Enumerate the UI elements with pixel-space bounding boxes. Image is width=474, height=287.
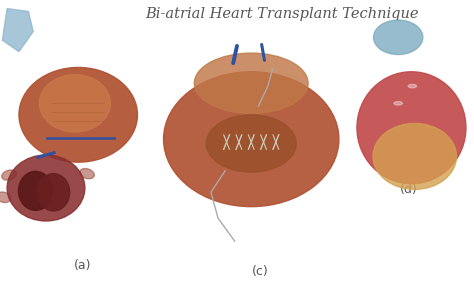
Ellipse shape: [0, 192, 10, 203]
Ellipse shape: [2, 170, 16, 180]
Ellipse shape: [80, 168, 94, 179]
Text: (d): (d): [400, 183, 418, 196]
Ellipse shape: [39, 75, 110, 132]
Ellipse shape: [394, 102, 402, 105]
Text: (a): (a): [74, 259, 91, 272]
Ellipse shape: [194, 53, 308, 113]
Text: Bi-atrial Heart Transplant Technique: Bi-atrial Heart Transplant Technique: [145, 7, 419, 21]
Ellipse shape: [357, 72, 466, 184]
Ellipse shape: [18, 171, 53, 210]
Text: (b): (b): [37, 179, 55, 192]
Ellipse shape: [19, 67, 137, 162]
Ellipse shape: [408, 84, 417, 88]
Polygon shape: [2, 9, 33, 52]
Ellipse shape: [7, 155, 85, 221]
Ellipse shape: [37, 174, 70, 211]
Ellipse shape: [206, 115, 296, 172]
Text: (c): (c): [251, 265, 268, 278]
Ellipse shape: [374, 20, 423, 55]
Ellipse shape: [164, 72, 339, 207]
Ellipse shape: [373, 123, 456, 189]
